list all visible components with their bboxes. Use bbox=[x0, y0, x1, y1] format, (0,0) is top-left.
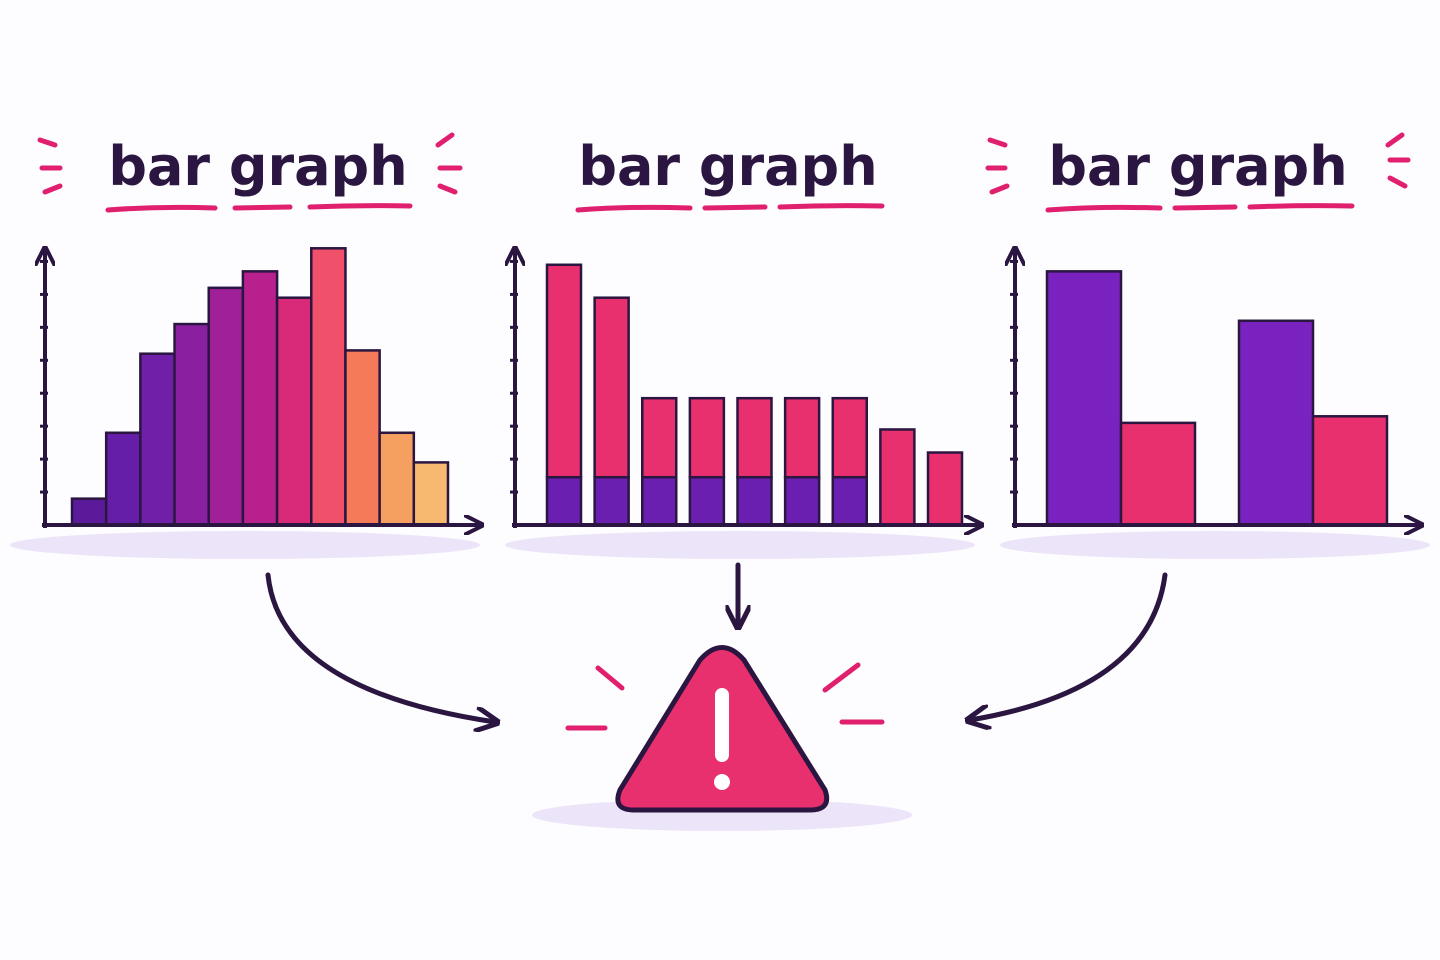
chart-title: bar graph bbox=[108, 135, 407, 198]
bar bbox=[545, 475, 583, 527]
bar bbox=[641, 396, 678, 479]
bar bbox=[926, 451, 964, 527]
shadow bbox=[1000, 531, 1430, 559]
bar bbox=[593, 475, 630, 527]
bar bbox=[344, 349, 381, 527]
chart-title: bar graph bbox=[578, 135, 877, 198]
bar bbox=[688, 475, 726, 527]
bar bbox=[173, 322, 210, 527]
arrows bbox=[265, 562, 1168, 722]
bar bbox=[1237, 319, 1315, 527]
decorations bbox=[10, 132, 1430, 831]
bar bbox=[1311, 415, 1389, 527]
bar bbox=[736, 475, 773, 527]
bar bbox=[70, 497, 108, 527]
shadow bbox=[505, 531, 975, 559]
bar bbox=[378, 431, 416, 527]
chart-title: bar graph bbox=[1048, 135, 1347, 198]
bar bbox=[831, 396, 868, 479]
bar bbox=[275, 296, 313, 527]
bar bbox=[736, 396, 773, 479]
bar bbox=[1045, 270, 1123, 527]
bar bbox=[641, 475, 678, 527]
bar bbox=[207, 286, 245, 527]
bar bbox=[545, 263, 583, 479]
bar bbox=[139, 352, 176, 527]
underlines bbox=[37, 132, 1411, 731]
bar bbox=[104, 431, 142, 527]
bar bbox=[241, 270, 279, 527]
bar bbox=[412, 461, 450, 527]
bar bbox=[593, 296, 630, 479]
bar bbox=[310, 247, 347, 527]
bar bbox=[879, 428, 916, 527]
bar bbox=[783, 396, 821, 479]
bar bbox=[1119, 421, 1197, 527]
bar bbox=[783, 475, 821, 527]
warning-dot bbox=[714, 774, 730, 790]
bar bbox=[688, 396, 726, 479]
shadow bbox=[10, 531, 480, 559]
bar bbox=[831, 475, 868, 527]
